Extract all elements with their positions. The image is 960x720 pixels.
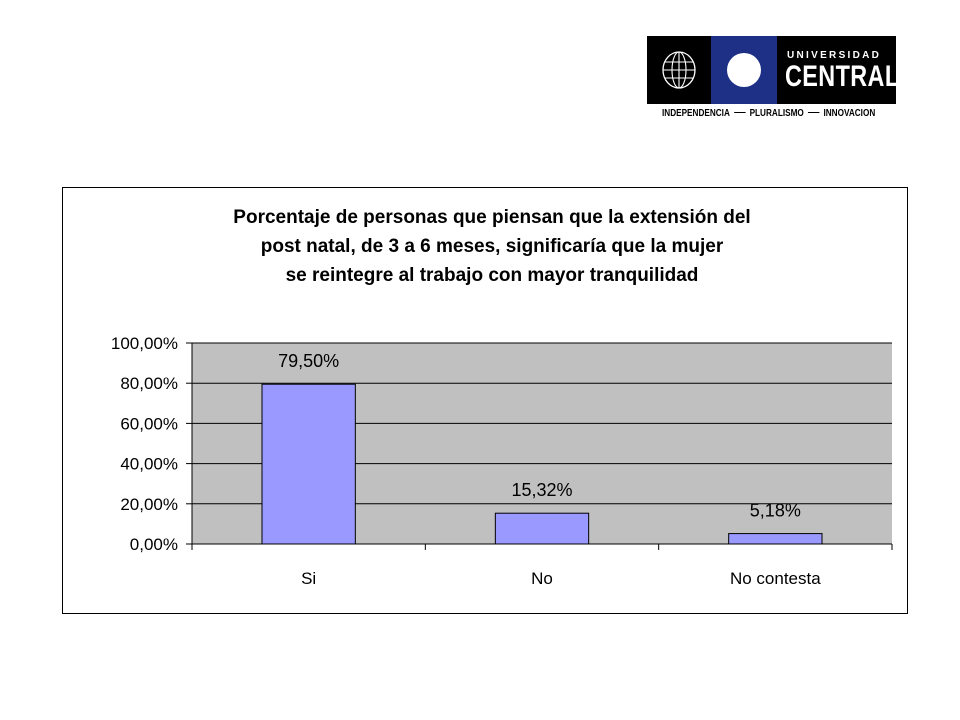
x-tick-label: Si [301,569,316,588]
data-label: 15,32% [511,480,572,500]
y-tick-label: 20,00% [120,495,178,514]
y-tick-label: 0,00% [130,535,178,554]
logo-motto: INDEPENDENCIA PLURALISMO INNOVACION [662,108,875,120]
chart-title-line: post natal, de 3 a 6 meses, significaría… [260,236,724,257]
y-tick-label: 60,00% [120,414,178,433]
data-label: 79,50% [278,351,339,371]
bar [728,533,823,545]
motto-separator [807,112,820,113]
motto-separator [733,112,746,113]
y-tick-label: 100,00% [111,334,178,353]
motto-word: INNOVACION [823,108,876,119]
bar [261,383,356,545]
y-tick-label: 40,00% [120,455,178,474]
x-tick-label: No [531,569,553,588]
motto-word: PLURALISMO [749,108,804,119]
chart-title-line: Porcentaje de personas que piensan que l… [233,207,751,228]
x-tick-label: No contesta [730,569,821,588]
chart-title: Porcentaje de personas que piensan que l… [62,203,922,290]
university-logo: UNIVERSIDAD CENTRAL [647,36,896,104]
logo-text-central: CENTRAL [785,60,896,93]
chart-title-line: se reintegre al trabajo con mayor tranqu… [285,265,699,286]
bar [494,512,590,545]
globe-icon [662,51,696,89]
data-label: 5,18% [750,501,801,521]
motto-word: INDEPENDENCIA [662,108,730,119]
y-tick-label: 80,00% [120,374,178,393]
logo-text-universidad: UNIVERSIDAD [787,50,882,61]
logo-circle-icon [727,53,761,87]
